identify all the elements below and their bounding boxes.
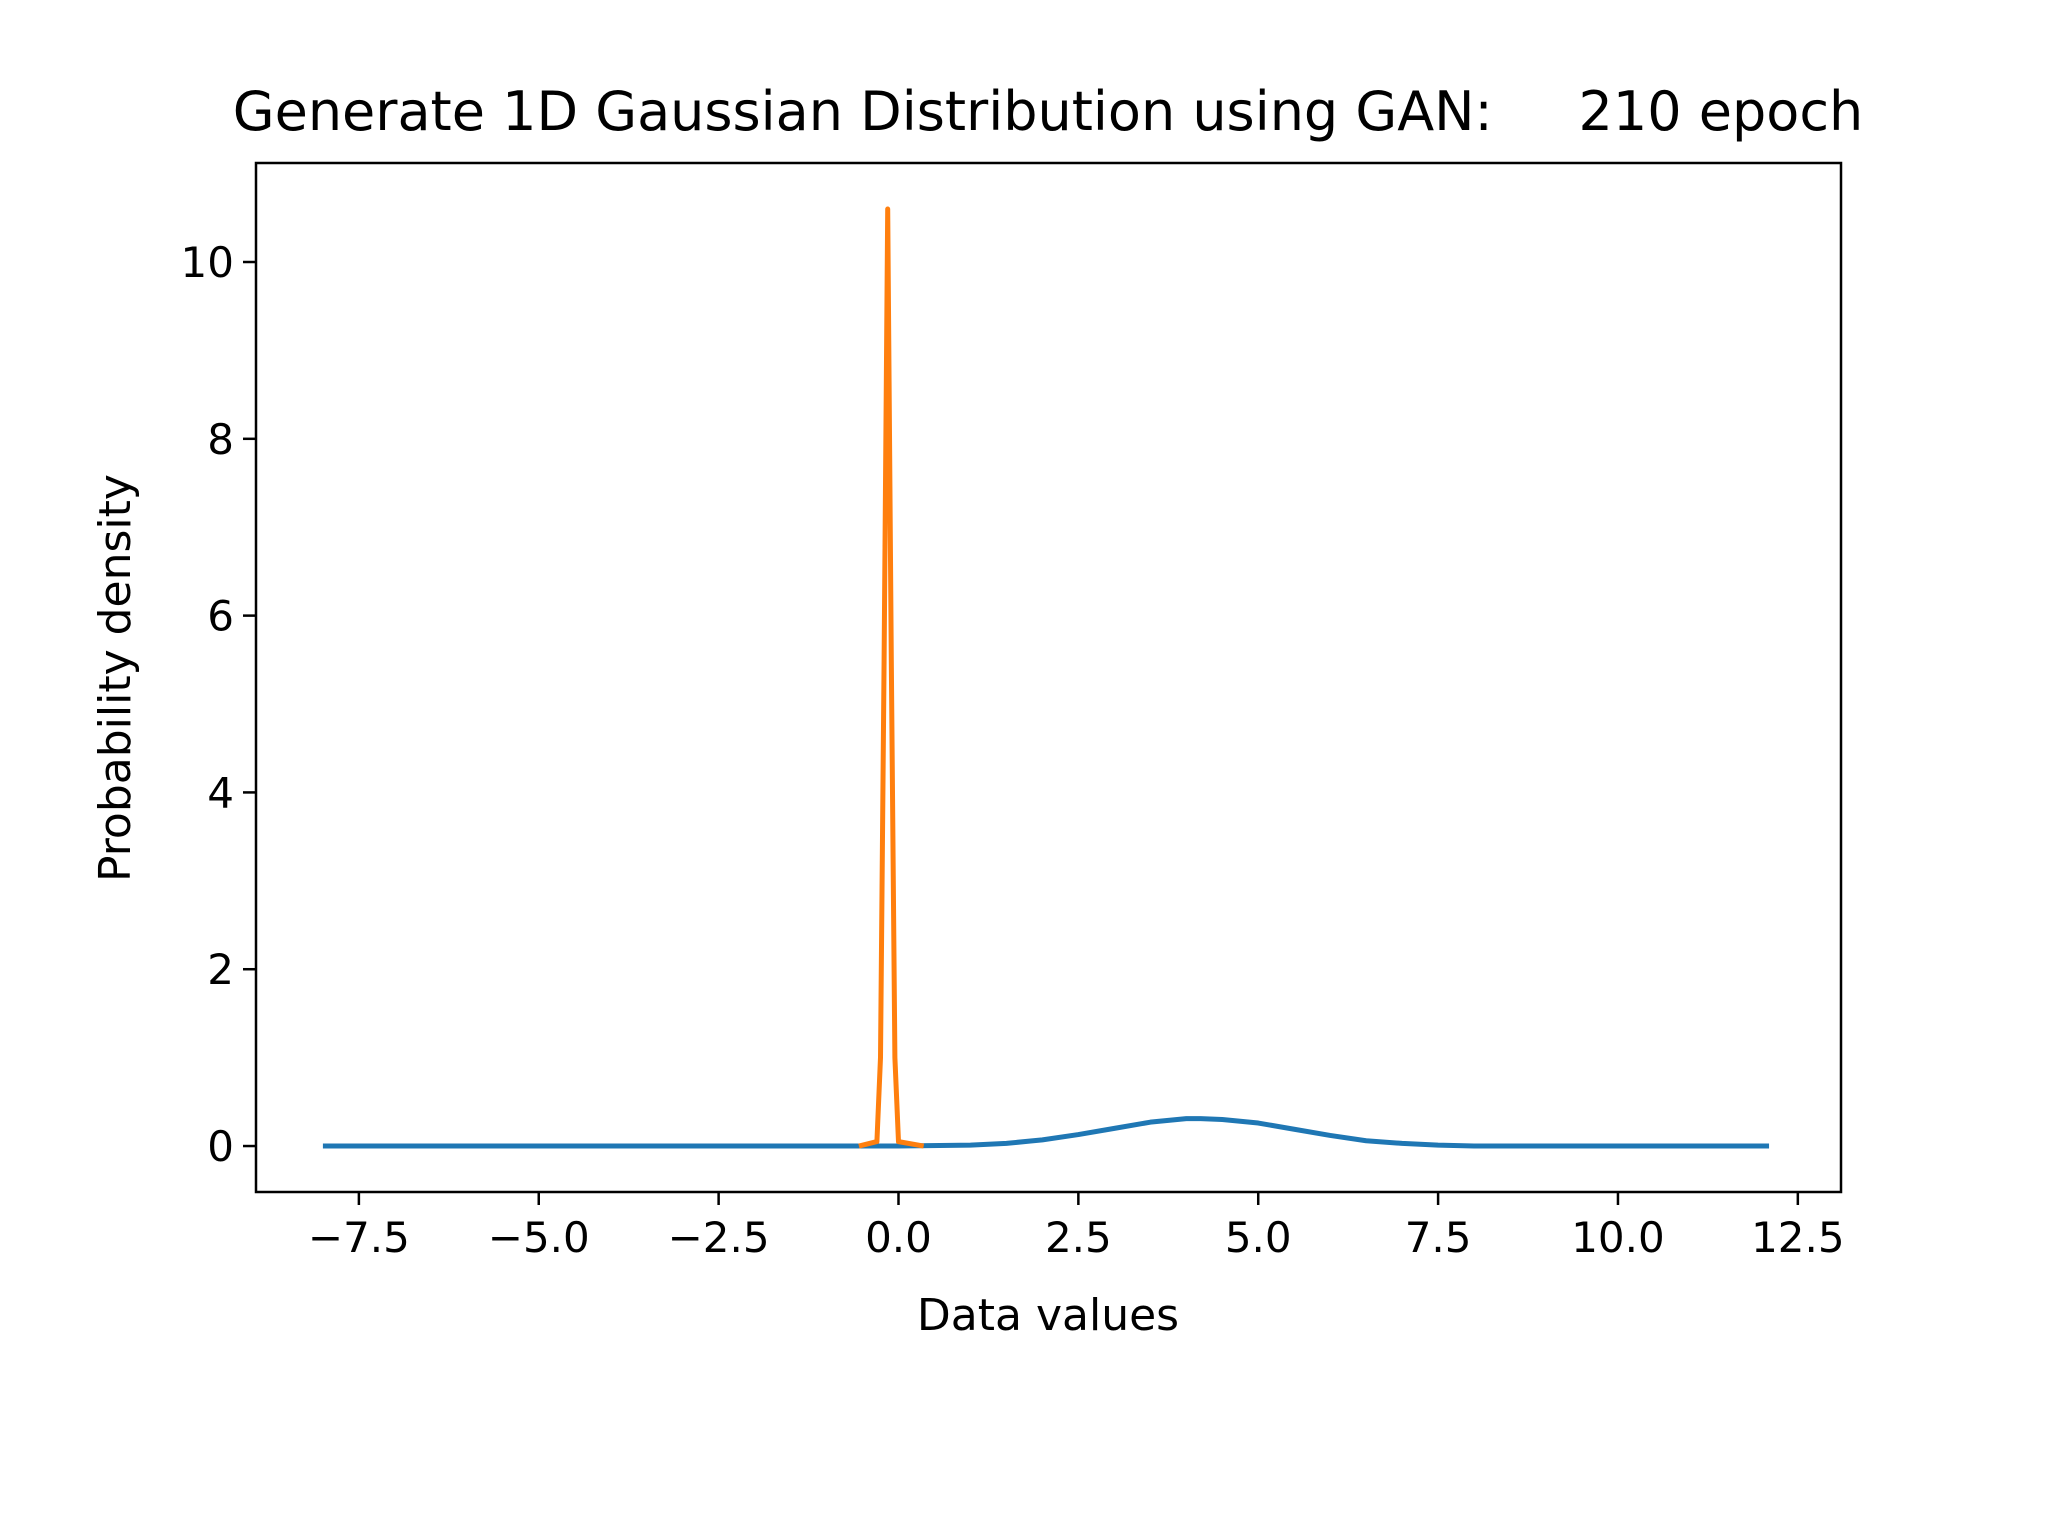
x-tick-label: 7.5: [1405, 1213, 1472, 1262]
y-tick-label: 2: [207, 945, 234, 994]
y-tick-label: 10: [181, 238, 234, 287]
x-tick-label: 12.5: [1751, 1213, 1845, 1262]
x-tick-label: −5.0: [488, 1213, 590, 1262]
y-axis-label: Probability density: [90, 474, 141, 882]
y-tick-label: 4: [207, 768, 234, 817]
y-tick-label: 8: [207, 415, 234, 464]
chart-title: Generate 1D Gaussian Distribution using …: [233, 80, 1864, 143]
data-line: [322, 1116, 1770, 1149]
plot-frame: [254, 161, 1843, 1194]
x-axis-label: Data values: [917, 1290, 1179, 1341]
x-tick-label: −7.5: [308, 1213, 410, 1262]
data-line: [858, 206, 925, 1149]
x-tick-label: 0.0: [865, 1213, 932, 1262]
x-tick-label: −2.5: [668, 1213, 770, 1262]
x-tick-label: 10.0: [1571, 1213, 1665, 1262]
y-tick-label: 6: [207, 592, 234, 641]
x-tick-label: 5.0: [1225, 1213, 1292, 1262]
y-tick-label: 0: [207, 1122, 234, 1171]
x-tick-label: 2.5: [1045, 1213, 1112, 1262]
